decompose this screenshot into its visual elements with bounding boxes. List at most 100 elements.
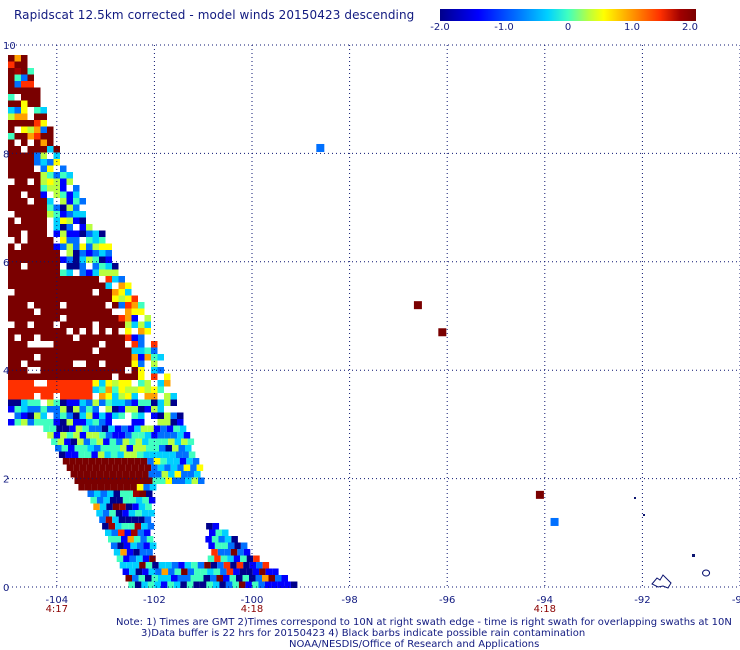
swath-cell: [131, 334, 138, 341]
swath-cell: [34, 276, 41, 283]
swath-cell: [122, 497, 130, 504]
swath-cell: [99, 334, 106, 341]
swath-cell: [105, 432, 113, 439]
swath-cell: [133, 445, 140, 452]
swath-cell: [86, 315, 93, 322]
swath-cell: [21, 276, 28, 283]
swath-cell: [138, 432, 145, 439]
swath-cell: [73, 373, 80, 380]
swath-cell: [252, 568, 260, 575]
swath-cell: [21, 100, 28, 107]
swath-cell: [92, 386, 99, 393]
swath-cell: [79, 399, 86, 406]
swath-cell: [60, 282, 67, 289]
swath-cell: [8, 191, 15, 198]
swath-cell: [125, 347, 132, 354]
swath-cell: [118, 289, 125, 296]
swath-cell: [27, 295, 34, 302]
swath-cell: [127, 458, 135, 465]
swath-cell: [117, 484, 124, 491]
swath-cell: [71, 451, 79, 458]
swath-cell: [96, 510, 103, 517]
swath-cell: [34, 347, 41, 354]
swath-cell: [183, 464, 191, 471]
swath-cell: [168, 568, 175, 575]
swath-cell: [125, 295, 132, 302]
y-tick-label: 2: [3, 475, 9, 486]
swath-cell: [47, 334, 54, 341]
swath-cell: [158, 562, 166, 569]
swath-cell: [112, 315, 119, 322]
swath-cell: [8, 256, 15, 263]
swath-cell: [73, 276, 80, 283]
swath-cell: [139, 549, 147, 556]
swath-cell: [186, 458, 193, 465]
swath-cell: [109, 471, 117, 478]
swath-cell: [229, 575, 236, 582]
swath-cell: [40, 126, 47, 133]
swath-cell: [151, 412, 158, 419]
swath-cell: [187, 471, 195, 478]
swath-cell: [96, 438, 104, 445]
swath-cell: [14, 237, 21, 244]
island-dot: [634, 497, 636, 499]
swath-cell: [27, 87, 34, 94]
swath-cell: [86, 341, 93, 348]
swath-cell: [92, 464, 100, 471]
swath-cell: [66, 198, 73, 205]
swath-cell: [79, 341, 86, 348]
swath-cell: [183, 432, 191, 439]
swath-cell: [130, 451, 137, 458]
swath-cell: [73, 256, 80, 263]
swath-cell: [40, 406, 47, 413]
swath-cell: [14, 321, 21, 328]
swath-cell: [121, 425, 128, 432]
swath-cell: [60, 367, 67, 374]
swath-cell: [14, 230, 21, 237]
swath-cell: [47, 432, 54, 439]
swath-cell: [181, 568, 188, 575]
swath-cell: [142, 497, 149, 504]
swath-cell: [236, 575, 243, 582]
swath-cell: [86, 412, 93, 419]
swath-cell: [157, 412, 164, 419]
swath-cell: [118, 516, 126, 523]
swath-cell: [218, 536, 225, 543]
swath-cell: [21, 152, 28, 159]
swath-cell: [128, 523, 135, 530]
swath-cell: [40, 373, 47, 380]
colorbar-tick-label: -1.0: [494, 22, 514, 33]
swath-cell: [79, 256, 86, 263]
swath-cell: [21, 172, 28, 179]
swath-cell: [79, 295, 86, 302]
swath-cell: [290, 581, 298, 588]
swath-cell: [73, 204, 80, 211]
swath-cell: [34, 94, 41, 101]
swath-cell: [149, 555, 156, 562]
swath-cell: [40, 146, 47, 153]
island-outline: [702, 569, 711, 577]
swath-cell: [60, 373, 67, 380]
swath-cell: [99, 263, 106, 270]
swath-cell: [66, 224, 73, 231]
swath-cell: [47, 172, 54, 179]
swath-cell: [177, 419, 184, 426]
swath-cell: [122, 510, 129, 517]
swath-cell: [179, 425, 187, 432]
swath-cell: [73, 302, 80, 309]
swath-cell: [109, 510, 116, 517]
swath-cell: [192, 458, 200, 465]
swath-cell: [34, 360, 41, 367]
swath-cell: [73, 308, 80, 315]
swath-cell: [66, 295, 73, 302]
swath-cell: [14, 367, 21, 374]
swath-cell: [164, 575, 171, 582]
swath-cell: [133, 490, 140, 497]
swath-cell: [73, 289, 80, 296]
swath-cell: [73, 347, 80, 354]
swath-cell: [129, 555, 137, 562]
swath-cell: [170, 393, 177, 400]
swath-cell: [8, 94, 15, 101]
swath-cell: [132, 503, 139, 510]
swath-cell: [40, 328, 47, 335]
